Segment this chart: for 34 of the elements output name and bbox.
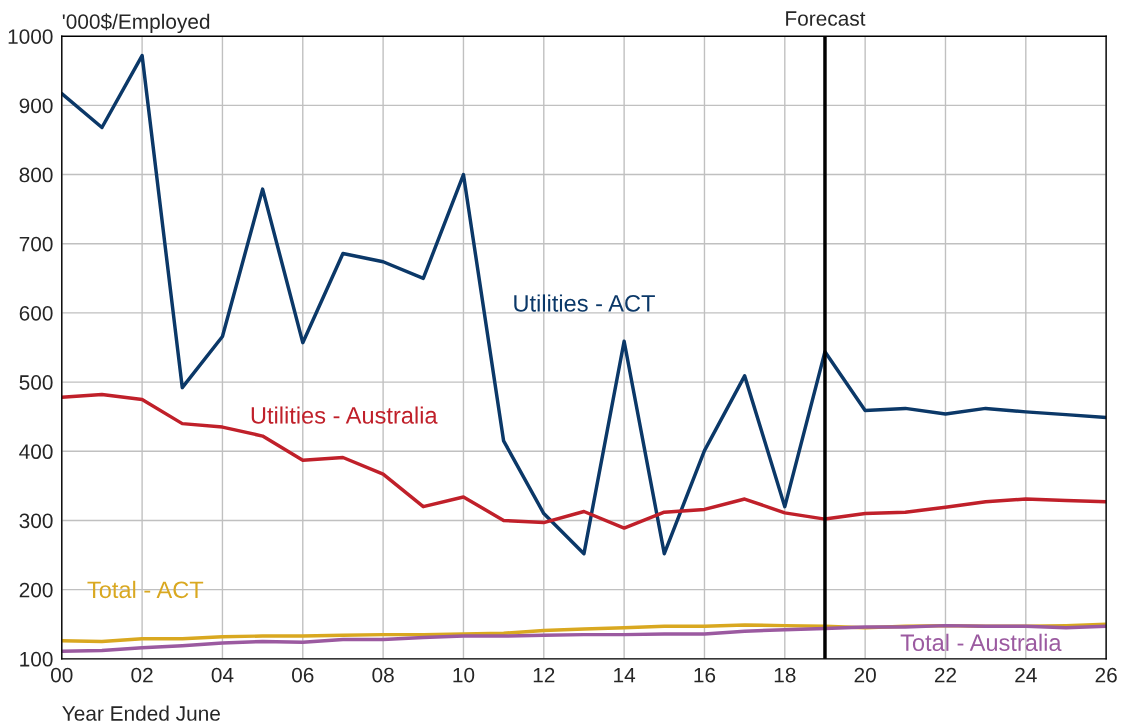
y-tick-label: 800 [19, 167, 53, 183]
ref-line-label: Forecast [786, 11, 866, 26]
x-tick-label: 18 [774, 667, 796, 683]
x-tick-label: 24 [1015, 667, 1037, 683]
series-label: Total - Australia [900, 633, 1062, 652]
x-tick-label: 02 [131, 667, 153, 683]
series-label: Total - ACT [87, 580, 204, 599]
line-series [61, 53, 1107, 556]
y-tick-label: 700 [19, 236, 53, 252]
y-tick-label: 300 [19, 513, 53, 529]
x-tick-label: 12 [533, 667, 555, 683]
x-tick-label: 00 [50, 667, 73, 683]
x-tick-label: 26 [1095, 667, 1117, 683]
y-tick-label: 900 [19, 98, 53, 114]
x-tick-label: 20 [854, 667, 876, 683]
y-tick-label: 600 [19, 305, 53, 321]
y-tick-label: 500 [19, 375, 53, 390]
y-tick-label: 1000 [8, 29, 53, 44]
series-label: Utilities - Australia [251, 406, 438, 424]
x-tick-label: 16 [694, 667, 716, 683]
x-axis-title: Year Ended June [62, 705, 220, 721]
y-tick-label: 100 [20, 651, 53, 667]
line-series [61, 392, 1107, 530]
y-axis-title: '000$/Employed [62, 13, 210, 34]
series-label: Utilities - ACT [514, 294, 655, 312]
x-tick-label: 14 [614, 667, 636, 683]
x-tick-label: 22 [934, 667, 957, 683]
x-tick-label: 06 [292, 667, 314, 683]
y-tick-label: 400 [19, 444, 53, 460]
x-tick-label: 08 [372, 667, 394, 683]
line-series [61, 623, 1107, 653]
y-tick-label: 200 [19, 582, 53, 598]
x-tick-label: 04 [211, 667, 234, 683]
x-tick-label: 10 [453, 667, 475, 683]
